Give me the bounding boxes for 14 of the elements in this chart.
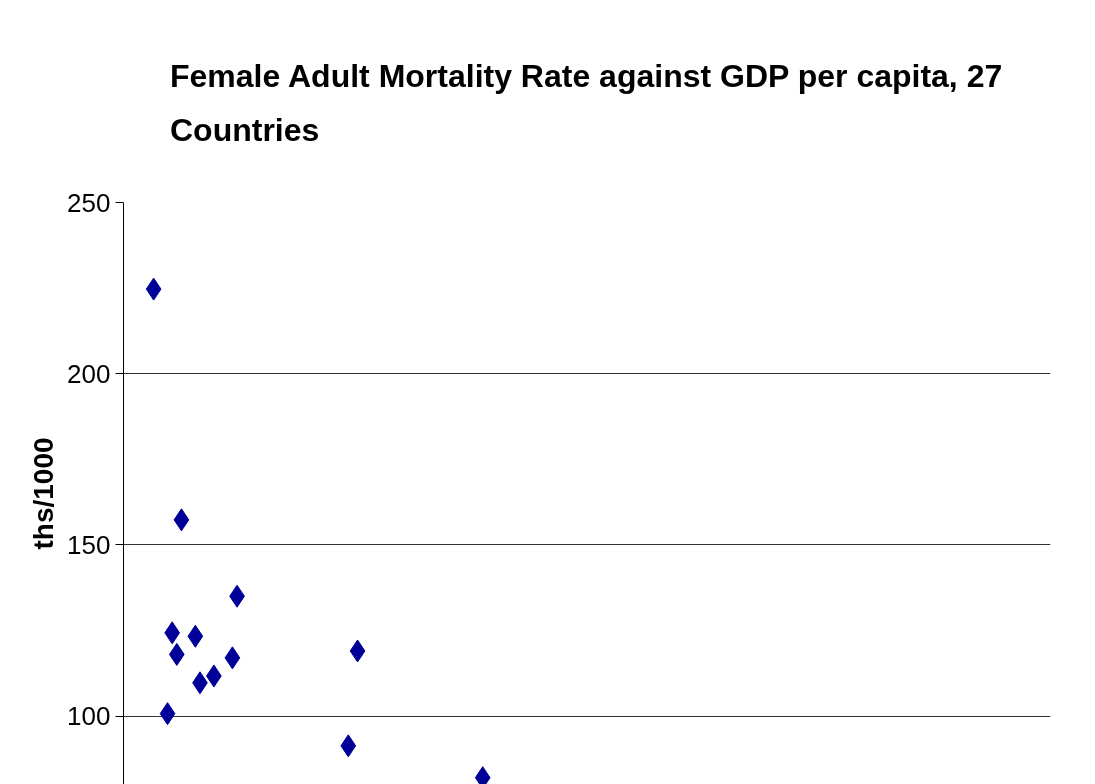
y-tick-label: 100 <box>67 701 111 732</box>
point <box>168 642 185 666</box>
point <box>224 646 241 670</box>
point <box>187 624 204 648</box>
y-axis-title: ths/1000 <box>28 437 60 550</box>
point <box>349 639 366 663</box>
point <box>340 734 357 758</box>
point <box>145 277 162 301</box>
point <box>173 508 190 532</box>
y-tick-label: 250 <box>67 187 111 218</box>
chart-title: Female Adult Mortality Rate against GDP per capita, 27 Countries <box>170 57 1003 148</box>
y-tick-label: 150 <box>67 529 111 560</box>
y-tick-label: 200 <box>67 358 111 389</box>
point <box>159 702 176 726</box>
